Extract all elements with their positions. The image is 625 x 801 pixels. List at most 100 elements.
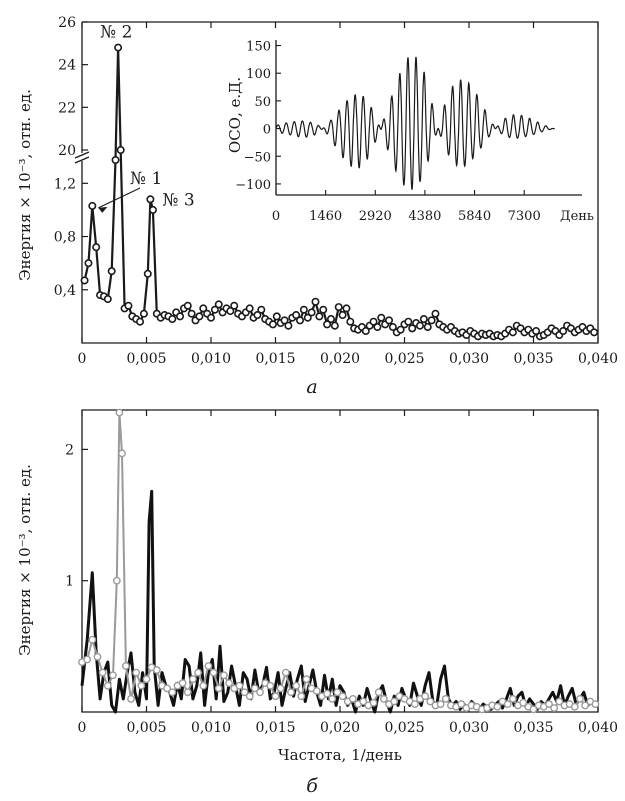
panel-b-grey-data-point <box>137 681 146 690</box>
panel-a-y-tick-label: 1,2 <box>54 176 76 192</box>
panel-a-series <box>80 43 599 341</box>
inset-x-tick-label: 5840 <box>458 209 491 224</box>
inset-y-tick-label: 50 <box>254 95 271 110</box>
panel-b-y-tick-label: 1 <box>65 574 74 590</box>
panel-a-x-ticks: 0 0,005 0,010 0,015 0,020 0,025 0,030 0,035 0,04… <box>78 22 618 367</box>
panel-a-x-tick-label: 0,025 <box>384 351 424 367</box>
panel-a-data-point <box>257 305 266 314</box>
panel-b-grey-data-point <box>555 697 564 706</box>
panel-b-grey-data-point <box>199 681 208 690</box>
panel-b-grey-data-point <box>209 668 218 677</box>
panel-a-data-point <box>532 327 541 336</box>
panel-b-frame <box>81 409 599 713</box>
panel-b-x-tick-label: 0,040 <box>578 720 618 736</box>
panel-b-grey-data-point <box>328 694 337 703</box>
panel-b-grey-data-point <box>127 694 135 703</box>
panel-a-data-point <box>107 267 116 276</box>
panel-a-break-mark <box>74 151 90 159</box>
panel-a-data-point <box>431 309 440 318</box>
panel-a-data-point <box>103 295 112 304</box>
panel-b-grey-data-point <box>178 679 187 688</box>
panel-a-data-point <box>508 328 517 337</box>
panel-a-data-point <box>423 323 432 332</box>
panel-a-data-point <box>92 243 101 252</box>
panel-b-x-tick-label: 0,030 <box>449 720 489 736</box>
panel-a-data-point <box>377 313 386 322</box>
panel-b-grey-data-point <box>214 684 223 693</box>
panel-a-data-point <box>311 297 320 306</box>
panel-b-x-tick-label: 0,015 <box>255 720 295 736</box>
panel-b-grey-data-point <box>457 700 466 709</box>
inset-y-tick-label: −50 <box>244 150 271 165</box>
panel-a-data-point <box>330 321 339 330</box>
annotation-peak-3: № 3 <box>162 190 194 210</box>
panel-a-data-point <box>195 312 204 321</box>
inset-y-tick-label: 0 <box>263 123 271 138</box>
panel-a-x-tick-label: 0,040 <box>578 351 618 367</box>
panel-a-data-point <box>338 311 347 320</box>
panel-b-grey-data-point <box>508 694 517 703</box>
panel-b-x-tick-label: 0,020 <box>320 720 360 736</box>
panel-a-data-point <box>396 325 405 334</box>
panel-b-grey-data-point <box>591 700 600 709</box>
panel-b-grey-data-point <box>132 668 141 677</box>
panel-b-grey-data-point <box>436 700 445 709</box>
panel-a-data-point <box>334 303 343 312</box>
panel-a-data-point <box>319 305 328 314</box>
panel-b-grey-data-point <box>235 681 244 690</box>
panel-b-x-tick-label: 0,035 <box>513 720 553 736</box>
panel-b-series-grey-line <box>81 411 596 711</box>
panel-a-data-point <box>299 305 308 314</box>
inset-signal-line <box>275 56 555 190</box>
panel-b-grey-data-point <box>302 675 311 684</box>
panel-b-x-axis-label: Частота, 1/день <box>278 746 402 764</box>
panel-b-grey-data-point <box>312 687 321 695</box>
panel-a-data-point <box>419 315 428 324</box>
panel-a-data-point <box>590 328 599 337</box>
panel-a-y-tick-label: 24 <box>58 58 76 74</box>
panel-b-grey-data-point <box>503 700 512 709</box>
panel-b-grey-data-point <box>163 684 172 693</box>
panel-a-data-point <box>148 205 157 214</box>
panel-a-data-point <box>404 317 413 326</box>
panel-b-y-axis-label: Энергия × 10⁻³, отн. ед. <box>16 464 34 656</box>
panel-b-grey-data-point <box>493 702 502 711</box>
panel-a-y-tick-label: 22 <box>58 100 76 116</box>
inset-x-unit-label: День <box>560 209 594 224</box>
panel-a-x-tick-label: 0 <box>78 351 87 367</box>
panel-b-grey-data-point <box>276 684 285 693</box>
panel-b-grey-data-point <box>581 701 589 710</box>
panel-a-break-gap <box>76 153 88 161</box>
panel-a-label: a <box>306 376 317 398</box>
inset-y-tick-label: 150 <box>246 40 271 55</box>
panel-b-grey-data-point <box>374 688 383 697</box>
panel-b-grey-data-point <box>281 668 290 677</box>
panel-b-grey-data-point <box>115 408 124 417</box>
panel-b-grey-data-point <box>338 692 347 701</box>
panel-b-grey-data-point <box>297 692 306 701</box>
inset-x-tick-label: 1460 <box>309 209 342 224</box>
panel-b-axes <box>81 409 599 713</box>
panel-b-x-tick-label: 0,025 <box>384 720 424 736</box>
panel-a-x-tick-label: 0,020 <box>320 351 360 367</box>
panel-b-x-tick-label: 0,005 <box>126 720 166 736</box>
panel-a-data-point <box>415 321 424 330</box>
panel-a-data-point <box>292 311 301 320</box>
inset-y-tick-label: 100 <box>246 67 271 82</box>
panel-b-grey-data-point <box>348 694 357 703</box>
panel-a-data-point <box>210 305 219 314</box>
panel-a-data-point <box>146 195 155 204</box>
panel-b-grey-data-point <box>421 692 430 701</box>
panel-a-data-point <box>230 301 239 310</box>
panel-a-data-point <box>280 316 289 325</box>
panel-a-data-point <box>253 311 262 320</box>
panel-a-y-axis-label: Энергия × 10⁻³, отн. ед. <box>16 89 34 281</box>
panel-a-data-point <box>80 276 89 285</box>
panel-b-label: б <box>306 775 318 797</box>
panel-a-data-point <box>168 315 177 324</box>
panel-a-data-point <box>114 43 123 52</box>
panel-a-x-tick-label: 0,015 <box>255 351 295 367</box>
panel-b-grey-data-point <box>194 668 203 677</box>
panel-b-grey-data-point <box>550 704 559 712</box>
